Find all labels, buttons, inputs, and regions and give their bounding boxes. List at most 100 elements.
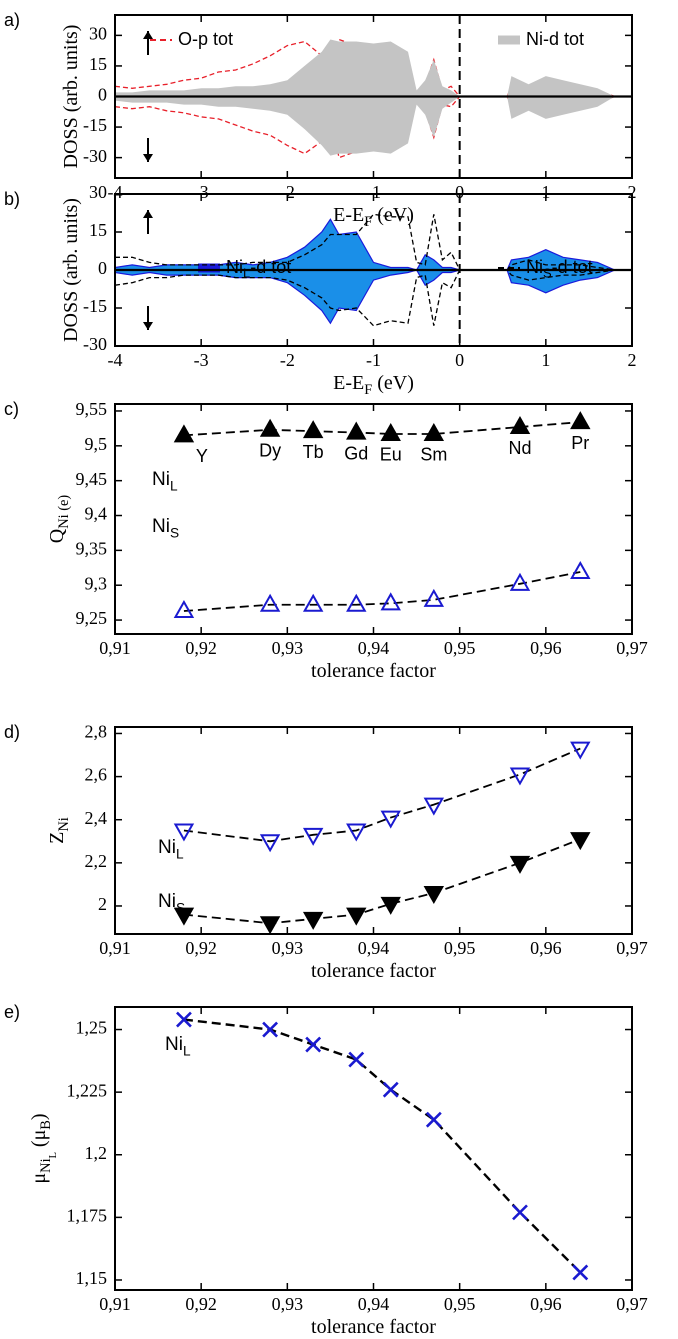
y-tick-label: -30: [83, 146, 107, 166]
x-tick-label: 0,95: [444, 638, 476, 658]
x-tick-label: 0,94: [358, 938, 390, 958]
y-tick-label: -15: [83, 115, 107, 135]
legend-label-part: -d tot: [552, 257, 593, 277]
marker: [380, 810, 401, 829]
spin-arrow-head: [143, 322, 153, 330]
x-tick-label: 2: [628, 350, 637, 370]
trend-line: [183, 571, 581, 612]
y-tick-label: 1,225: [67, 1080, 108, 1100]
plot-frame: [114, 403, 633, 635]
point-label: Nd: [508, 438, 531, 458]
series-label: NiS: [158, 891, 185, 915]
marker: [259, 834, 281, 853]
x-axis-title-part: tolerance factor: [311, 660, 436, 682]
marker: [173, 599, 195, 618]
x-tick-label: 0,95: [444, 1294, 476, 1314]
x-axis-title-part: (eV): [372, 372, 414, 394]
marker: [512, 1204, 528, 1221]
marker: [570, 832, 591, 851]
point-label: Y: [196, 446, 208, 466]
series-label: NiS: [152, 516, 179, 540]
y-tick-label: 15: [89, 54, 107, 74]
marker: [262, 1021, 279, 1038]
y-axis-title-part: Z: [46, 832, 68, 844]
panel-label: e): [4, 1002, 20, 1022]
spin-arrow-head: [143, 154, 153, 162]
series-label: NiL: [165, 1034, 191, 1058]
x-axis-title-part: tolerance factor: [311, 1316, 436, 1338]
y-tick-label: 9,45: [76, 469, 108, 489]
x-axis-title: E-EF (eV): [333, 204, 414, 231]
y-tick-label: 2,6: [85, 765, 108, 785]
x-axis-title-part: E-E: [333, 204, 364, 226]
marker: [570, 741, 591, 760]
marker: [259, 418, 281, 437]
legend-label: NiL-d tot: [226, 257, 291, 281]
y-tick-label: 1,2: [85, 1143, 108, 1163]
legend-label: O-p tot: [178, 29, 233, 49]
marker: [173, 907, 195, 926]
legend-label: Ni-d tot: [526, 29, 584, 49]
panel-label: c): [4, 399, 19, 419]
marker: [509, 572, 531, 591]
x-axis-title-part: E-E: [333, 372, 364, 394]
legend-label-part: O-p tot: [178, 29, 233, 49]
point-label: Pr: [571, 433, 589, 453]
x-tick-label: 0,93: [272, 1294, 304, 1314]
legend-label: NiS-d tot: [526, 257, 593, 281]
x-tick-label: -3: [194, 182, 209, 202]
y-axis-title: ZNi: [46, 817, 73, 844]
x-axis-title-part: (eV): [372, 204, 414, 226]
trend-line: [183, 838, 581, 925]
y-tick-label: 1,175: [67, 1205, 108, 1225]
legend-label-part: Ni-d tot: [526, 29, 584, 49]
marker: [423, 886, 445, 905]
x-tick-label: 0,97: [616, 938, 648, 958]
x-tick-label: 0,93: [272, 938, 304, 958]
x-tick-label: 0: [455, 350, 464, 370]
x-axis-title: tolerance factor: [311, 660, 436, 682]
y-tick-label: 2,8: [85, 722, 108, 742]
x-axis-title-part: tolerance factor: [311, 960, 436, 982]
marker: [302, 827, 324, 846]
y-tick-label: 9,35: [76, 538, 108, 558]
x-tick-label: 1: [541, 182, 550, 202]
marker: [570, 560, 591, 579]
y-tick-label: 30: [89, 182, 107, 202]
marker: [302, 911, 324, 930]
series-label-part: Ni: [152, 469, 170, 490]
y-axis-title-part: Ni (e): [56, 495, 72, 529]
x-tick-label: 0,94: [358, 638, 390, 658]
x-tick-label: 0,91: [99, 938, 131, 958]
y-axis-title: QNi (e): [46, 495, 73, 544]
x-tick-label: 0,93: [272, 638, 304, 658]
x-tick-label: -3: [194, 350, 209, 370]
legend-label-part: S: [543, 266, 552, 281]
marker: [570, 411, 591, 430]
x-tick-label: -4: [108, 350, 123, 370]
y-axis-title-part: DOSS (arb. units): [60, 25, 82, 169]
x-tick-label: 0,97: [616, 1294, 648, 1314]
marker: [380, 896, 401, 915]
x-tick-label: -2: [280, 350, 295, 370]
series-label-part: Ni: [158, 837, 176, 858]
y-axis-title: DOSS (arb. units): [60, 198, 82, 342]
marker: [302, 420, 324, 439]
x-axis-title-part: F: [364, 214, 372, 230]
y-tick-label: 9,5: [85, 434, 108, 454]
series-label-part: S: [170, 525, 179, 540]
series-label-part: Ni: [158, 891, 176, 912]
y-tick-label: 1,15: [76, 1268, 108, 1288]
x-axis-title: tolerance factor: [311, 960, 436, 982]
marker: [382, 1081, 399, 1098]
x-tick-label: 0,91: [99, 1294, 131, 1314]
marker: [509, 415, 531, 434]
y-tick-label: -15: [83, 296, 107, 316]
dos-curve: [115, 213, 615, 271]
marker: [346, 823, 367, 842]
y-tick-label: 1,25: [76, 1018, 108, 1038]
y-tick-label: -30: [83, 334, 107, 354]
plot-frame: [114, 726, 633, 935]
y-axis-title-part: (μ: [28, 1130, 50, 1152]
